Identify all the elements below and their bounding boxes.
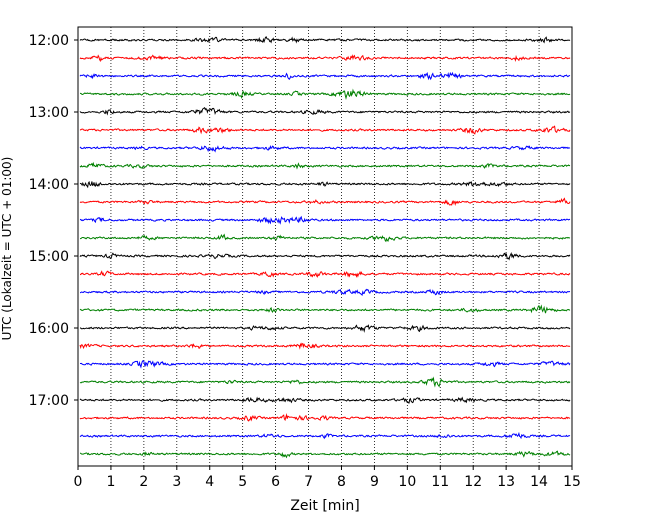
seismic-trace (79, 450, 571, 459)
y-tick-label: 12:00 (29, 33, 69, 49)
seismic-trace (79, 107, 571, 116)
vertical-grid (110, 27, 540, 466)
seismic-trace (79, 376, 571, 388)
x-tick-label: 9 (370, 474, 379, 490)
x-tick-label: 1 (106, 474, 115, 490)
seismic-trace (79, 88, 571, 101)
y-tick-label: 16:00 (29, 321, 69, 337)
x-tick-label: 14 (530, 474, 548, 490)
seismic-traces (79, 36, 571, 459)
seismic-trace (79, 431, 571, 440)
seismic-trace (79, 288, 571, 296)
seismic-trace (79, 180, 571, 189)
y-axis-ticks: 12:00 13:00 14:00 15:00 16:00 17:00 (29, 33, 78, 409)
x-tick-label: 13 (497, 474, 515, 490)
seismic-trace (79, 342, 571, 350)
x-tick-label: 15 (563, 474, 581, 490)
x-axis-label: Zeit [min] (290, 498, 359, 514)
seismic-trace (79, 125, 571, 135)
x-tick-label: 8 (337, 474, 346, 490)
plot-frame (77, 26, 573, 467)
seismic-trace (79, 251, 571, 261)
y-axis-label: UTC (Lokalzeit = UTC + 01:00) (0, 157, 14, 341)
x-tick-label: 7 (304, 474, 313, 490)
seismic-trace (79, 304, 571, 314)
seismic-trace (79, 396, 571, 404)
seismic-trace (79, 215, 571, 225)
seismic-trace (79, 161, 571, 170)
seismic-trace (79, 54, 571, 63)
x-tick-label: 2 (139, 474, 148, 490)
x-tick-label: 5 (238, 474, 247, 490)
seismic-trace (79, 71, 571, 81)
x-tick-label: 11 (431, 474, 449, 490)
y-tick-label: 13:00 (29, 105, 69, 121)
seismic-trace (79, 360, 571, 369)
y-tick-label: 14:00 (29, 177, 69, 193)
seismic-trace (79, 233, 571, 243)
seismic-trace (80, 324, 571, 333)
seismic-trace (79, 197, 571, 206)
y-tick-label: 17:00 (29, 393, 69, 409)
x-tick-label: 6 (271, 474, 280, 490)
seismic-trace (79, 270, 571, 278)
x-tick-label: 3 (172, 474, 181, 490)
y-tick-label: 15:00 (29, 249, 69, 265)
x-tick-label: 10 (398, 474, 416, 490)
x-tick-label: 12 (464, 474, 482, 490)
seismic-trace (79, 413, 571, 422)
x-tick-label: 0 (74, 474, 83, 490)
x-tick-label: 4 (205, 474, 214, 490)
seismic-trace (79, 145, 571, 153)
x-axis-ticks: 0 1 2 3 4 5 6 7 8 9 10 11 12 13 14 15 (74, 466, 581, 490)
seismic-trace (79, 36, 571, 44)
